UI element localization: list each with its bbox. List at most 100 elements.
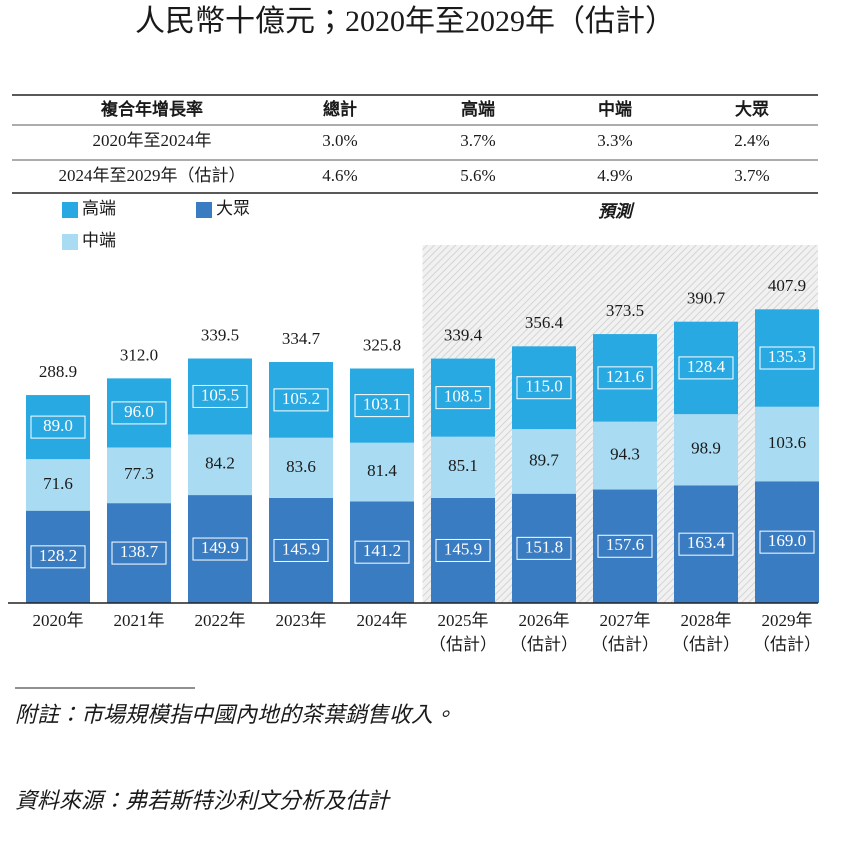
table-cell: 5.6% — [460, 166, 495, 185]
value-label: 138.7 — [120, 542, 159, 561]
label-box — [354, 394, 410, 418]
x-tick-label: 2029年（估計） — [753, 611, 821, 654]
value-label: 141.2 — [363, 541, 401, 560]
label-box — [30, 415, 86, 439]
table-cell: 3.7% — [734, 166, 769, 185]
table-cell: 3.3% — [597, 131, 632, 150]
total-label: 334.7 — [282, 329, 321, 348]
value-label: 81.4 — [367, 461, 397, 480]
label-box — [759, 530, 815, 554]
value-label: 84.2 — [205, 454, 235, 473]
value-label: 105.2 — [282, 389, 320, 408]
table-header: 大眾 — [735, 99, 769, 119]
label-box — [759, 346, 815, 370]
table-header: 中端 — [598, 99, 632, 119]
bar-segment — [269, 437, 333, 498]
x-tick-label: 2022年 — [195, 611, 246, 630]
total-label: 390.7 — [687, 289, 726, 308]
bar-segment — [350, 442, 414, 502]
forecast-label: 預測 — [598, 202, 635, 222]
total-label: 325.8 — [363, 335, 401, 354]
bar-segment — [431, 436, 495, 498]
legend-label: 高端 — [82, 199, 116, 218]
label-box — [111, 401, 167, 425]
value-label: 128.4 — [687, 357, 726, 376]
value-label: 163.4 — [687, 533, 726, 552]
value-label: 77.3 — [124, 464, 154, 483]
label-box — [192, 537, 248, 561]
value-label: 103.6 — [768, 433, 806, 452]
value-label: 85.1 — [448, 456, 478, 475]
label-box — [192, 384, 248, 408]
total-label: 339.5 — [201, 325, 239, 344]
bar-segment — [512, 429, 576, 494]
x-tick-label: 2021年 — [114, 611, 165, 630]
label-box — [30, 545, 86, 569]
value-label: 121.6 — [606, 367, 644, 386]
value-label: 157.6 — [606, 535, 644, 554]
value-label: 145.9 — [282, 539, 320, 558]
table-cell: 4.9% — [597, 166, 632, 185]
table-cell: 3.0% — [322, 131, 357, 150]
legend-swatch — [62, 234, 78, 250]
label-box — [435, 538, 491, 562]
table-cell: 3.7% — [460, 131, 495, 150]
value-label: 96.0 — [124, 402, 154, 421]
table-cell: 4.6% — [322, 166, 357, 185]
bar-segment — [107, 447, 171, 504]
table-header: 複合年增長率 — [100, 99, 203, 119]
total-label: 356.4 — [525, 313, 564, 332]
value-label: 98.9 — [691, 439, 721, 458]
bar-segment — [755, 406, 819, 482]
label-box — [516, 376, 572, 400]
value-label: 115.0 — [525, 377, 563, 396]
legend-swatch — [196, 202, 212, 218]
value-label: 89.7 — [529, 450, 559, 469]
total-label: 312.0 — [120, 345, 158, 364]
table-cell: 2020年至2024年 — [93, 131, 212, 150]
value-label: 145.9 — [444, 539, 482, 558]
x-tick-label: 2024年 — [357, 611, 408, 630]
label-box — [273, 388, 329, 412]
x-tick-label: 2023年 — [276, 611, 327, 630]
label-box — [597, 366, 653, 390]
x-tick-label: 2026年（估計） — [510, 611, 578, 654]
footnote: 附註：市場規模指中國內地的茶葉銷售收入。 — [15, 702, 455, 727]
value-label: 71.6 — [43, 474, 73, 493]
legend-label: 中端 — [82, 231, 116, 250]
label-box — [111, 541, 167, 565]
total-label: 288.9 — [39, 362, 77, 381]
table-cell: 2024年至2029年（估計） — [59, 166, 246, 185]
label-box — [516, 536, 572, 560]
value-label: 89.0 — [43, 416, 73, 435]
value-label: 108.5 — [444, 387, 482, 406]
value-label: 135.3 — [768, 347, 806, 366]
table-header: 高端 — [461, 99, 495, 119]
label-box — [678, 532, 734, 556]
total-label: 373.5 — [606, 301, 644, 320]
value-label: 94.3 — [610, 444, 640, 463]
label-box — [597, 534, 653, 558]
value-label: 103.1 — [363, 395, 401, 414]
chart-title: 人民幣十億元；2020年至2029年（估計） — [135, 5, 675, 38]
legend-swatch — [62, 202, 78, 218]
label-box — [678, 356, 734, 380]
bar-segment — [674, 414, 738, 486]
x-tick-label: 2027年（估計） — [591, 611, 659, 654]
value-label: 149.9 — [201, 538, 239, 557]
footnote: 資料來源：弗若斯特沙利文分析及估計 — [15, 788, 391, 813]
bar-segment — [593, 421, 657, 490]
bar-segment — [188, 434, 252, 496]
total-label: 407.9 — [768, 276, 806, 295]
label-box — [273, 538, 329, 562]
bar-segment — [26, 459, 90, 511]
table-cell: 2.4% — [734, 131, 769, 150]
x-tick-label: 2020年 — [33, 611, 84, 630]
value-label: 105.5 — [201, 385, 239, 404]
label-box — [435, 386, 491, 410]
legend-label: 大眾 — [216, 199, 250, 218]
x-tick-label: 2025年（估計） — [429, 611, 497, 654]
value-label: 169.0 — [768, 531, 806, 550]
table-header: 總計 — [323, 99, 357, 119]
